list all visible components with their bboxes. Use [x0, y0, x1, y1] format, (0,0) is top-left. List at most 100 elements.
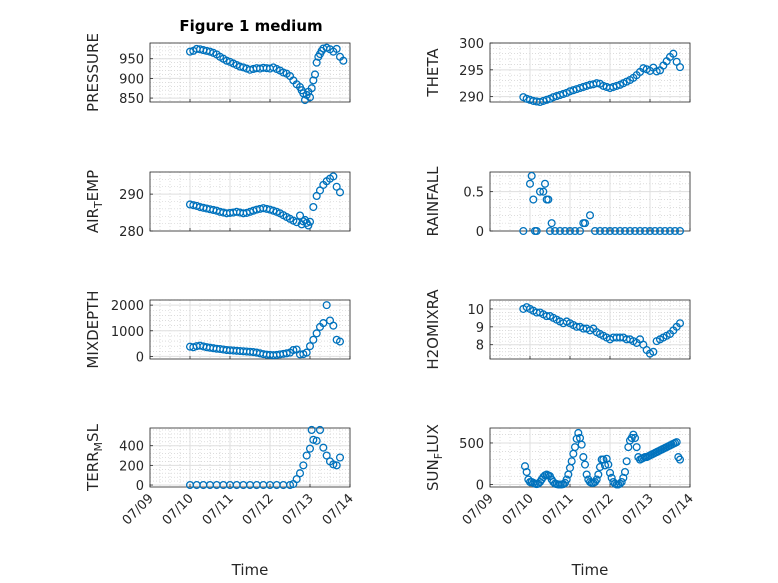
data-point — [565, 226, 575, 236]
data-point — [304, 221, 313, 230]
figure-title: Figure 1 medium — [179, 17, 322, 35]
data-point — [615, 226, 625, 236]
axes-box — [149, 171, 351, 232]
data-point — [605, 226, 615, 236]
data-point — [555, 226, 565, 236]
data-point — [560, 226, 570, 236]
data-point — [580, 460, 590, 469]
data-point — [675, 63, 685, 72]
y-tick-label: 10 — [467, 303, 484, 318]
data-point — [322, 451, 331, 460]
data-point — [640, 226, 650, 236]
data-point — [582, 470, 591, 479]
data-point — [305, 342, 315, 351]
data-point — [312, 436, 321, 445]
axes-box — [149, 42, 351, 103]
data-point — [547, 219, 556, 228]
data-point — [595, 463, 605, 472]
data-point — [335, 453, 345, 462]
data-point — [335, 188, 345, 197]
data-point — [675, 319, 685, 328]
data-point — [605, 468, 615, 477]
data-point — [625, 226, 635, 236]
data-point — [307, 425, 316, 435]
y-tick-label: 200 — [119, 459, 144, 474]
data-point — [305, 444, 315, 453]
y-tick-label: 290 — [459, 91, 484, 106]
y-tick-label: 850 — [119, 92, 144, 107]
data-point — [545, 226, 555, 236]
axes-box — [489, 427, 691, 488]
data-point — [309, 335, 318, 344]
data-point — [299, 461, 308, 470]
data-point — [329, 172, 338, 181]
data-point — [622, 457, 631, 466]
y-tick-label: 0 — [476, 479, 484, 494]
y-axis-label: H2OMIXRA — [424, 289, 442, 370]
data-point — [567, 457, 576, 466]
y-tick-label: 8 — [476, 339, 484, 354]
y-axis-label: MIXDEPTH — [84, 290, 102, 368]
data-point — [185, 47, 195, 56]
data-point — [319, 319, 328, 328]
data-point — [559, 89, 568, 99]
data-point — [604, 460, 613, 469]
data-point — [675, 226, 685, 236]
axes-box — [489, 171, 691, 232]
y-tick-label: 0 — [136, 479, 144, 494]
data-point — [672, 438, 681, 447]
data-point — [615, 479, 625, 488]
y-tick-label: 0 — [136, 350, 144, 365]
data-point — [575, 226, 585, 236]
y-tick-label: 950 — [119, 53, 144, 68]
data-point — [522, 467, 531, 477]
y-tick-label: 500 — [459, 437, 484, 452]
data-point — [329, 321, 338, 330]
data-point — [295, 211, 305, 220]
data-point — [649, 347, 658, 356]
data-point — [592, 475, 601, 484]
y-tick-label: 400 — [119, 440, 144, 455]
data-point — [302, 451, 311, 460]
data-point — [295, 469, 305, 478]
data-point — [645, 226, 655, 236]
y-tick-label: 0.5 — [463, 186, 484, 201]
y-tick-label: 900 — [119, 72, 144, 87]
data-point — [319, 443, 328, 452]
data-point — [519, 226, 528, 236]
data-point — [600, 226, 610, 236]
data-point — [335, 337, 345, 346]
data-point — [579, 453, 588, 462]
x-axis-label: Time — [571, 561, 609, 579]
data-point — [310, 70, 320, 79]
data-point — [309, 202, 318, 212]
data-point — [630, 433, 640, 443]
subplot-mixdepth: 0 1000 2000 MIXDEPTH — [84, 290, 351, 369]
subplot-theta: 290 295 300 THETA — [424, 37, 691, 107]
y-tick-label: 2000 — [111, 299, 144, 314]
data-point — [669, 49, 678, 58]
subplot-h2omixra: 8 9 10 H2OMIXRA — [424, 289, 691, 370]
y-tick-label: 300 — [459, 37, 484, 52]
data-point — [322, 301, 331, 310]
y-tick-label: 1000 — [111, 325, 144, 340]
data-point — [332, 461, 341, 470]
data-point — [652, 67, 661, 76]
data-point — [594, 470, 603, 479]
data-point — [635, 226, 645, 236]
data-point — [532, 226, 541, 236]
data-point — [660, 226, 670, 236]
data-point — [332, 44, 341, 53]
data-point — [577, 440, 586, 449]
y-axis-label: SUNFLUX — [424, 424, 445, 491]
data-point — [570, 443, 580, 452]
data-point — [675, 455, 685, 464]
data-point — [585, 211, 595, 220]
data-point — [307, 84, 316, 93]
data-point — [525, 179, 535, 188]
data-point — [632, 443, 641, 452]
data-point — [535, 187, 545, 196]
data-point — [309, 435, 318, 444]
subplot-rainfall: 0 0.5 RAINFALL — [424, 166, 691, 240]
y-axis-label: AIRTEMP — [84, 170, 105, 233]
